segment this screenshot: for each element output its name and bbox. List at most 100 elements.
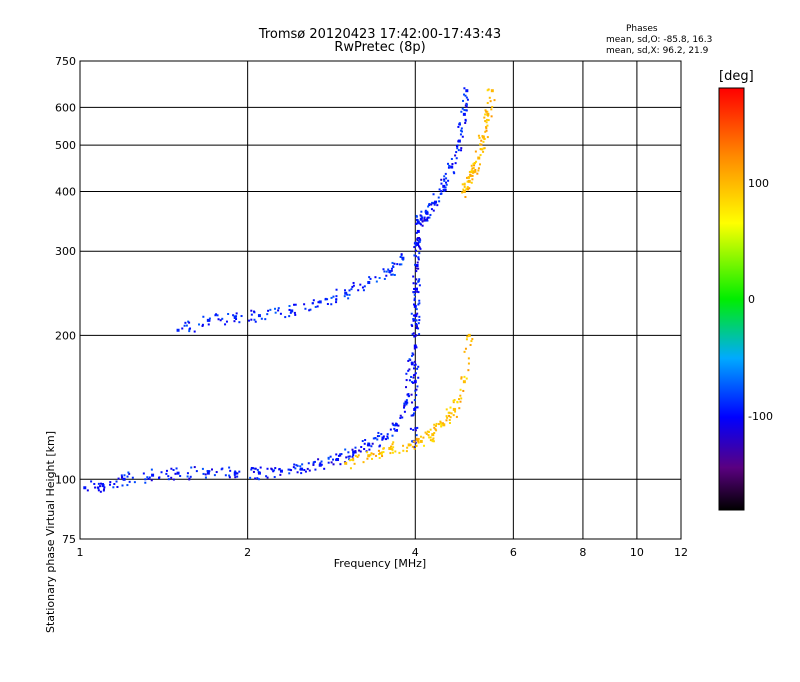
echo-point: [390, 267, 393, 270]
echo-point: [432, 437, 435, 440]
echo-point: [405, 450, 408, 453]
echo-point: [189, 475, 192, 478]
data-point: [336, 457, 340, 461]
echo-point: [376, 438, 379, 441]
echo-point: [319, 462, 322, 465]
echo-point: [411, 324, 414, 327]
echo-point: [419, 222, 422, 225]
echo-point: [240, 315, 243, 318]
data-point: [407, 443, 411, 447]
echo-point: [378, 435, 381, 438]
echo-point: [486, 136, 489, 139]
echo-point: [452, 414, 455, 417]
echo-point: [113, 483, 116, 486]
echo-point: [475, 160, 478, 163]
echo-point: [181, 327, 184, 330]
echo-point: [462, 99, 465, 102]
echo-point: [458, 122, 461, 125]
echo-point: [233, 474, 236, 477]
echo-point: [424, 210, 427, 213]
echo-point: [380, 453, 383, 456]
echo-point: [257, 478, 260, 481]
echo-point: [412, 282, 415, 285]
data-point: [300, 467, 304, 471]
echo-point: [438, 188, 441, 191]
echo-point: [466, 180, 469, 183]
echo-point: [426, 219, 429, 222]
echo-point: [382, 268, 385, 271]
echo-point: [235, 312, 238, 315]
echo-point: [430, 203, 433, 206]
echo-point: [412, 275, 415, 278]
echo-point: [392, 446, 395, 449]
echo-point: [339, 453, 342, 456]
echo-point: [467, 369, 470, 372]
echo-point: [464, 195, 467, 198]
echo-point: [250, 309, 253, 312]
echo-point: [418, 237, 421, 240]
echo-point: [440, 178, 443, 181]
echo-point: [377, 449, 380, 452]
echo-point: [408, 358, 411, 361]
echo-point: [411, 445, 414, 448]
echo-point: [485, 121, 488, 124]
echo-point: [236, 475, 239, 478]
echo-point: [206, 469, 209, 472]
echo-point: [100, 482, 103, 485]
echo-point: [432, 209, 435, 212]
echo-point: [417, 245, 420, 248]
echo-point: [90, 480, 93, 483]
echo-point: [269, 308, 272, 311]
series-echoes: [176, 253, 405, 333]
y-tick-label: 750: [55, 55, 76, 68]
echo-point: [375, 454, 378, 457]
echo-point: [414, 360, 417, 363]
echo-point: [391, 273, 394, 276]
y-tick-label: 400: [55, 185, 76, 198]
echo-point: [457, 125, 460, 128]
echo-point: [455, 415, 458, 418]
echo-point: [252, 467, 255, 470]
echo-point: [170, 476, 173, 479]
echo-point: [413, 254, 416, 257]
echo-point: [450, 157, 453, 160]
echo-point: [469, 173, 472, 176]
echo-point: [464, 347, 467, 350]
echo-point: [259, 466, 262, 469]
echo-point: [414, 255, 417, 258]
echo-point: [109, 481, 112, 484]
echo-point: [368, 448, 371, 451]
echo-point: [300, 472, 303, 475]
echo-point: [354, 454, 357, 457]
echo-point: [293, 311, 296, 314]
echo-point: [238, 470, 241, 473]
echo-point: [117, 477, 120, 480]
echo-point: [250, 466, 253, 469]
echo-point: [348, 289, 351, 292]
echo-point: [400, 254, 403, 257]
echo-point: [444, 186, 447, 189]
echo-point: [410, 393, 413, 396]
echo-point: [391, 434, 394, 437]
echo-point: [393, 424, 396, 427]
colorbar-unit: [deg]: [719, 69, 754, 84]
echo-point: [193, 466, 196, 469]
echo-point: [385, 274, 388, 277]
echo-point: [128, 480, 131, 483]
x-tick-label: 2: [244, 546, 251, 559]
echo-point: [165, 472, 168, 475]
echo-point: [400, 253, 403, 256]
data-point: [367, 443, 371, 447]
echo-point: [86, 489, 89, 492]
echo-point: [445, 183, 448, 186]
echo-point: [485, 110, 488, 113]
data-point: [472, 170, 476, 174]
echo-point: [456, 401, 459, 404]
echo-point: [414, 305, 417, 308]
echo-point: [428, 436, 431, 439]
echo-point: [368, 276, 371, 279]
echo-point: [459, 394, 462, 397]
echo-point: [412, 412, 415, 415]
echo-point: [99, 490, 102, 493]
echo-point: [457, 149, 460, 152]
